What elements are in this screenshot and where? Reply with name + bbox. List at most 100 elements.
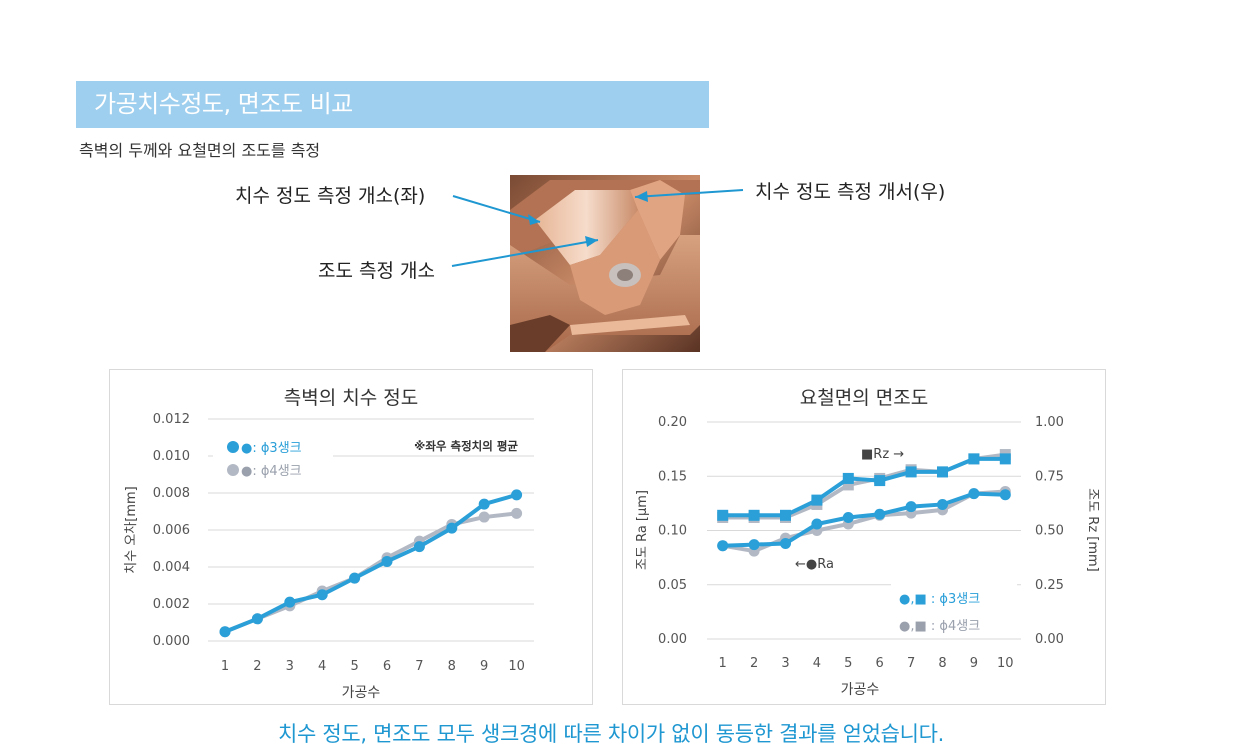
callout-right-wall: 치수 정도 측정 개서(우) [755, 181, 946, 203]
y-tick-label: 0.004 [153, 560, 190, 575]
data-point [842, 479, 854, 491]
conclusion-text: 치수 정도, 면조도 모두 생크경에 따른 차이가 없이 동등한 결과를 얻었습… [277, 722, 945, 746]
x-tick-label: 7 [907, 656, 915, 671]
y-axis-label: 치수 오차[mm] [124, 486, 139, 573]
data-point [968, 453, 980, 465]
data-point [842, 511, 854, 523]
legend-entry: ●,■ : ϕ3생크 [899, 592, 980, 607]
rz-annotation: ■Rz → [861, 447, 904, 462]
y-right-tick-label: 0.25 [1035, 578, 1064, 593]
y-left-tick-label: 0.05 [658, 578, 687, 593]
data-point [905, 501, 917, 513]
x-tick-label: 1 [719, 656, 727, 671]
y-right-tick-label: 0.00 [1035, 632, 1064, 647]
chart-wall-accuracy-svg: 측벽의 치수 정도 0.000 0.002 0.004 0.006 0.008 0.010 0… [124, 387, 534, 701]
y-tick-label: 0.012 [153, 412, 190, 427]
x-tick-label: 5 [844, 656, 852, 671]
data-point [905, 466, 917, 478]
x-tick-label: 9 [970, 656, 978, 671]
data-point [446, 522, 458, 534]
x-tick-label: 10 [997, 656, 1014, 671]
callout-left-wall: 치수 정도 측정 개소(좌) [235, 185, 426, 207]
data-point [780, 509, 791, 521]
x-tick-label: 8 [448, 659, 456, 674]
x-tick-label: 9 [480, 659, 488, 674]
y-left-tick-label: 0.00 [658, 632, 687, 647]
y-tick-label: 0.000 [153, 634, 190, 649]
section-title-bar: 가공치수정도, 면조도 비교 [76, 81, 709, 128]
data-point [349, 572, 361, 584]
workpiece-illustration [510, 175, 700, 352]
chart-wall-accuracy: 측벽의 치수 정도 0.000 0.002 0.004 0.006 0.008 0.010 0… [109, 369, 593, 705]
x-axis-label: 가공수 [841, 682, 880, 698]
x-tick-label: 3 [286, 659, 294, 674]
data-point [999, 489, 1011, 501]
data-point [381, 555, 393, 567]
data-point [717, 540, 729, 552]
data-point [874, 508, 886, 520]
data-point [811, 518, 823, 530]
data-point [748, 509, 760, 521]
x-tick-label: 4 [813, 656, 821, 671]
data-point [478, 511, 490, 523]
x-tick-label: 5 [350, 659, 358, 674]
data-point [219, 626, 231, 638]
x-axis-label: 가공수 [342, 685, 381, 701]
data-point [780, 538, 791, 550]
legend-marker [227, 464, 239, 476]
series-line [722, 456, 1006, 518]
y-left-tick-label: 0.15 [658, 469, 687, 484]
x-tick-label: 7 [415, 659, 423, 674]
data-point [478, 498, 490, 510]
chart-roughness-svg: 요철면의 면조도 0.00 0.05 0.10 0.15 0.20 0.00 0.25 0.50… [635, 387, 1100, 698]
data-point [316, 589, 328, 601]
data-point [511, 489, 523, 501]
y-right-axis-label: 조도 Rz [mm] [1085, 488, 1100, 572]
data-point [811, 494, 823, 506]
data-point [937, 466, 948, 478]
legend-box [891, 583, 1017, 637]
section-title: 가공치수정도, 면조도 비교 [94, 90, 353, 118]
y-right-tick-label: 1.00 [1035, 415, 1064, 430]
y-left-tick-label: 0.20 [658, 415, 687, 430]
y-tick-label: 0.002 [153, 597, 190, 612]
x-tick-label: 3 [781, 656, 789, 671]
chart-title: 측벽의 치수 정도 [284, 387, 418, 409]
section-subtitle: 측벽의 두께와 요철면의 조도를 측정 [79, 141, 321, 160]
data-point [874, 475, 886, 487]
data-point [999, 453, 1011, 465]
ra-annotation: ←●Ra [795, 557, 834, 572]
callout-roughness: 조도 측정 개소 [318, 260, 435, 282]
y-left-tick-label: 0.10 [658, 524, 687, 539]
workpiece-photo [510, 175, 700, 352]
legend-entry: ●,■ : ϕ4생크 [899, 619, 980, 634]
x-tick-label: 10 [508, 659, 525, 674]
series-line [224, 492, 518, 634]
x-tick-label: 6 [383, 659, 391, 674]
data-point [968, 488, 980, 500]
y-left-axis-label: 조도 Ra [μm] [635, 490, 650, 570]
series-line [722, 489, 1006, 554]
data-point [842, 472, 854, 484]
y-right-tick-label: 0.75 [1035, 469, 1064, 484]
x-tick-label: 1 [221, 659, 229, 674]
chart-note: ※좌우 측정치의 평균 [414, 439, 518, 453]
data-point [717, 509, 729, 521]
chart-roughness: 요철면의 면조도 0.00 0.05 0.10 0.15 0.20 0.00 0.25 0.50… [622, 369, 1106, 705]
legend-entry: ●: ϕ4생크 [241, 464, 302, 479]
chart-title: 요철면의 면조도 [800, 387, 928, 409]
data-point [748, 539, 760, 551]
legend-marker [227, 441, 239, 453]
y-tick-label: 0.008 [153, 486, 190, 501]
x-tick-label: 8 [938, 656, 946, 671]
x-tick-label: 2 [253, 659, 261, 674]
y-tick-label: 0.010 [153, 449, 190, 464]
data-point [937, 498, 948, 510]
series-line [722, 491, 1006, 548]
data-point [413, 541, 425, 553]
x-tick-label: 4 [318, 659, 326, 674]
y-right-tick-label: 0.50 [1035, 524, 1064, 539]
legend-entry: ●: ϕ3생크 [241, 441, 302, 456]
y-tick-label: 0.006 [153, 523, 190, 538]
x-tick-label: 6 [876, 656, 884, 671]
